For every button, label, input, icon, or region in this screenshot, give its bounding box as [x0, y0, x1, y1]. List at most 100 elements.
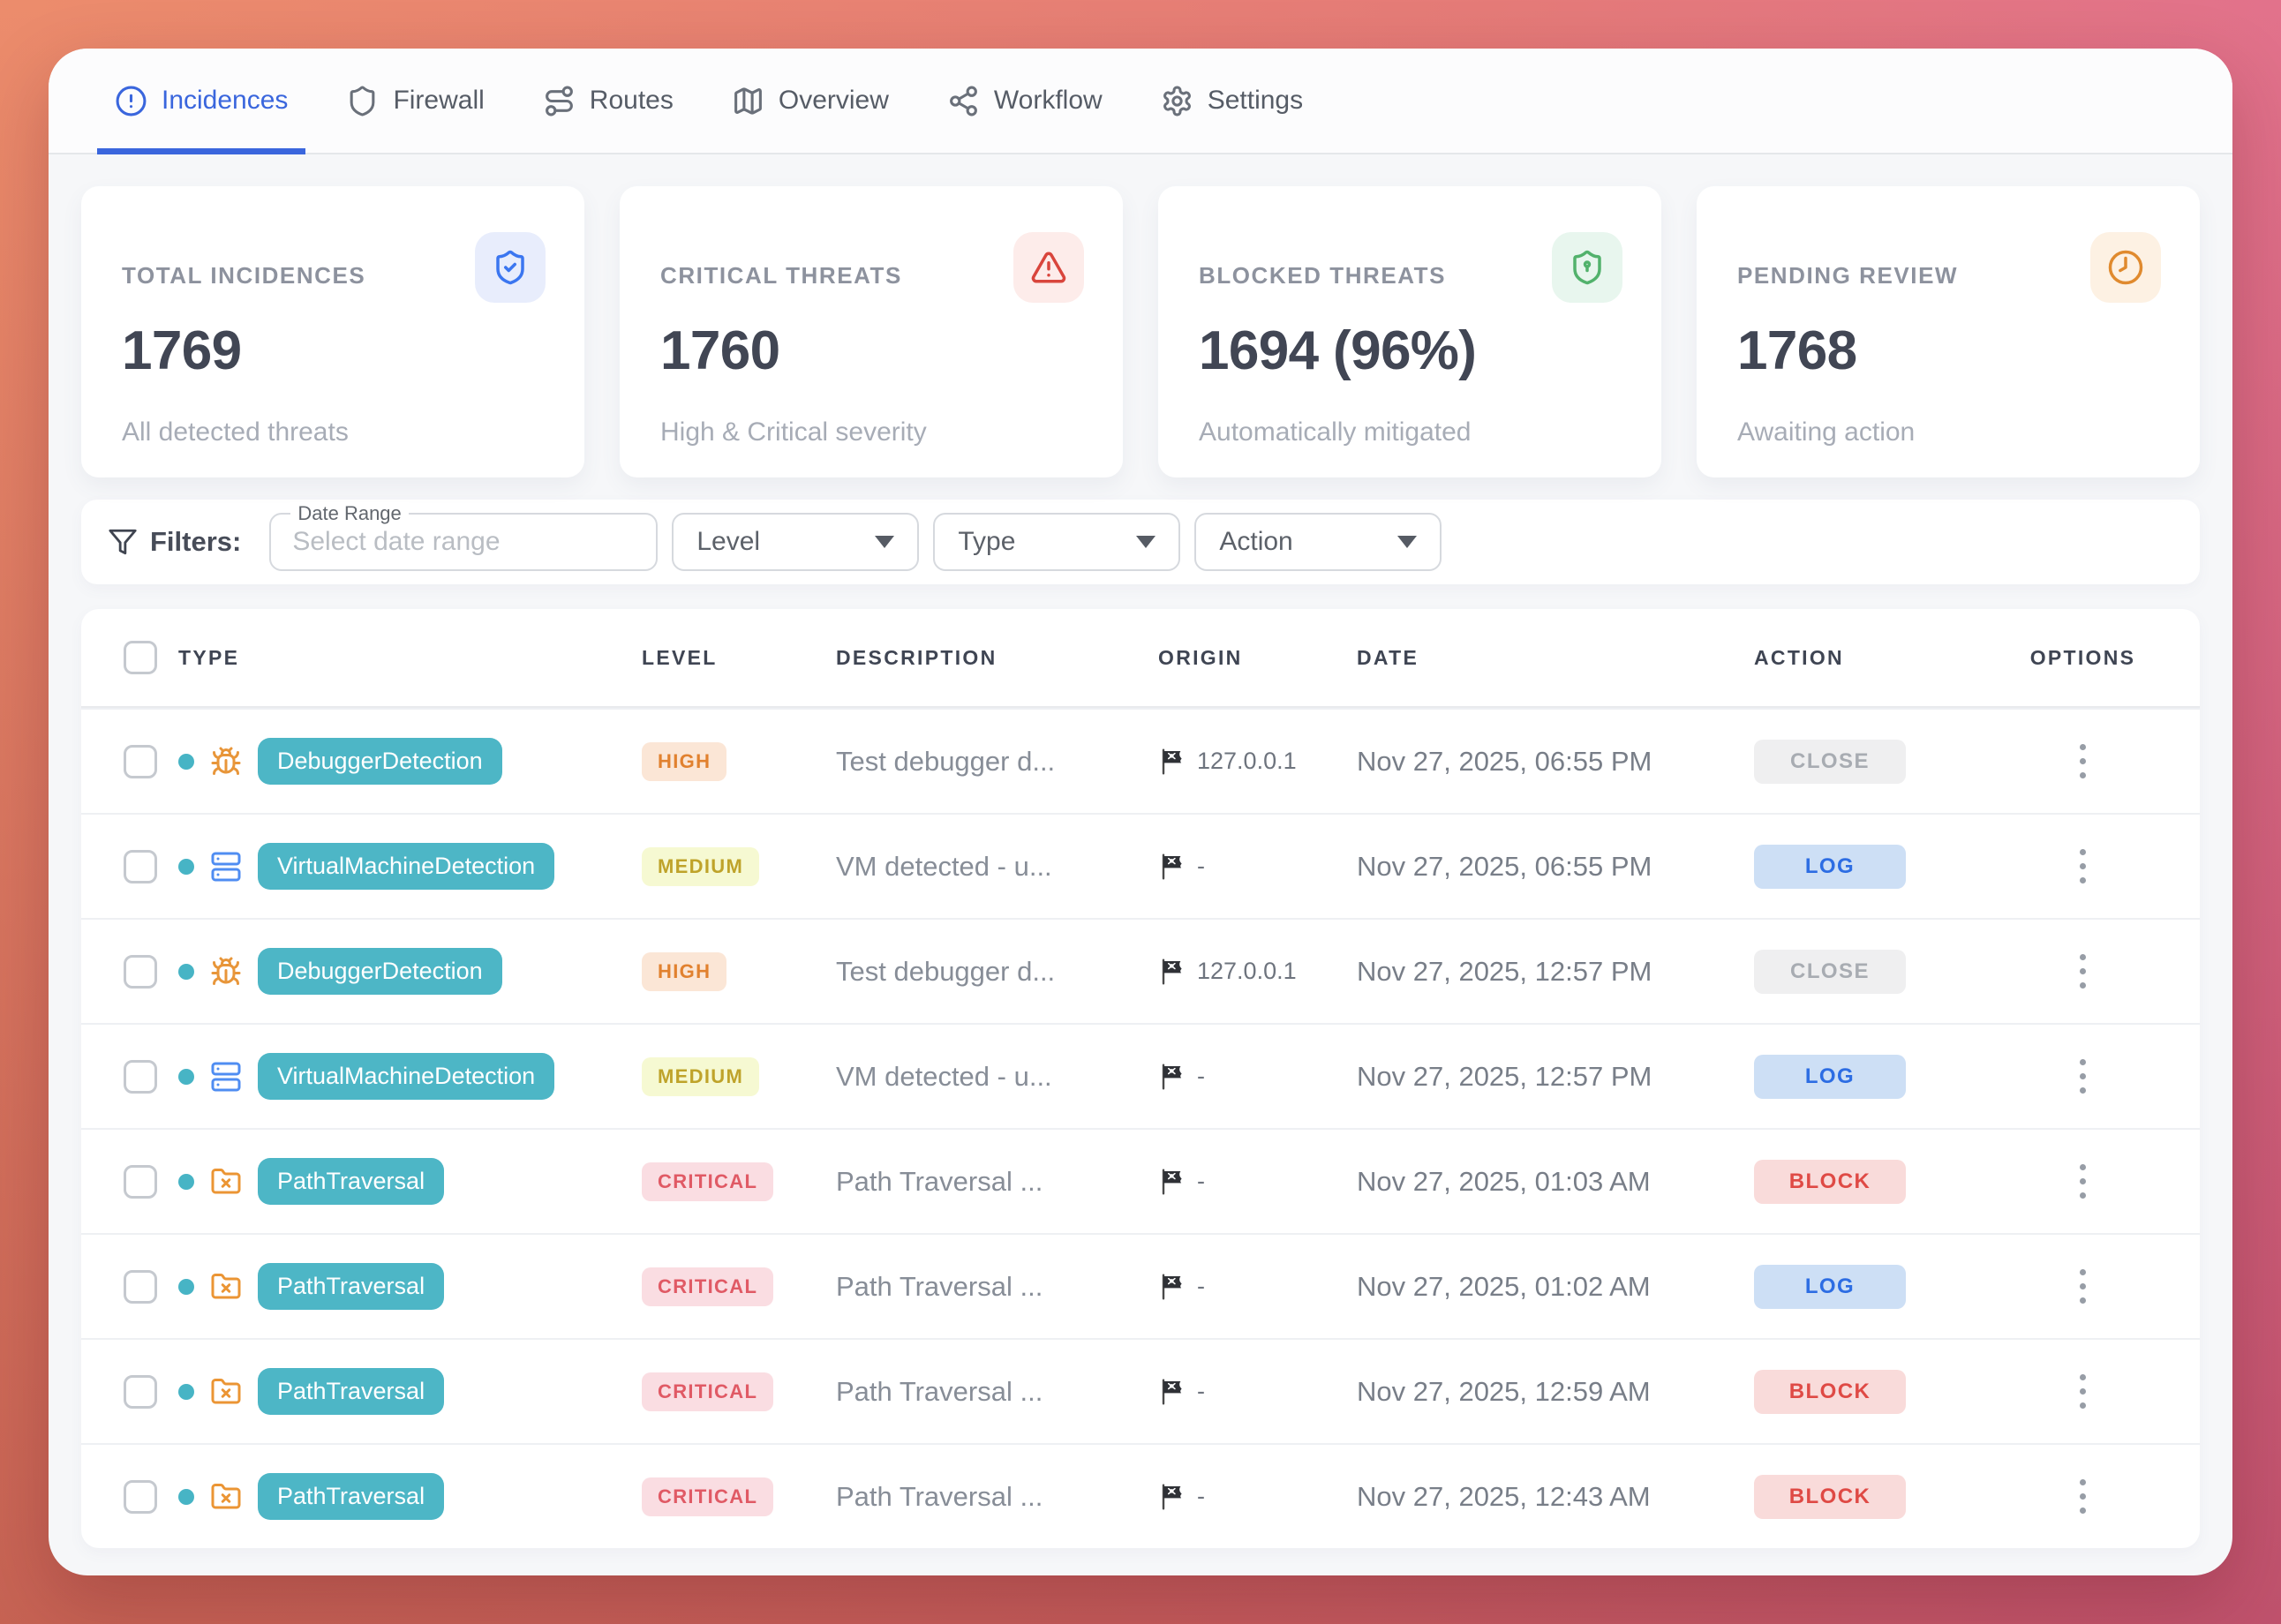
table-row: DebuggerDetection HIGH Test debugger d..… [81, 918, 2200, 1023]
level-badge: MEDIUM [642, 1056, 760, 1096]
action-badge[interactable]: BLOCK [1754, 1159, 1906, 1204]
row-checkbox[interactable] [124, 1059, 157, 1094]
type-select-label: Type [958, 527, 1016, 556]
type-badge: PathTraversal [258, 1263, 445, 1310]
row-checkbox[interactable] [124, 849, 157, 883]
date: Nov 27, 2025, 12:43 AM [1357, 1480, 1651, 1512]
type-badge: PathTraversal [258, 1368, 445, 1415]
action-badge[interactable]: CLOSE [1754, 739, 1906, 784]
stat-value: 1760 [660, 320, 780, 381]
action-badge[interactable]: LOG [1754, 1054, 1906, 1099]
options-menu-icon[interactable] [2074, 844, 2091, 889]
level-badge: CRITICAL [642, 1372, 774, 1411]
action-badge[interactable]: LOG [1754, 1264, 1906, 1309]
route-icon [543, 85, 576, 117]
action-badge[interactable]: LOG [1754, 844, 1906, 889]
type-select[interactable]: Type [933, 513, 1181, 571]
options-menu-icon[interactable] [2074, 949, 2091, 994]
table-row: DebuggerDetection HIGH Test debugger d..… [81, 708, 2200, 813]
level-badge: HIGH [642, 741, 727, 781]
folder-x-icon [210, 1376, 242, 1408]
shield-keyhole-icon [1569, 249, 1606, 286]
origin: - [1197, 1483, 1205, 1509]
folder-x-icon [210, 1166, 242, 1198]
date: Nov 27, 2025, 01:03 AM [1357, 1165, 1651, 1197]
header-options: OPTIONS [2029, 645, 2136, 669]
pirate-flag-icon [1158, 958, 1186, 986]
table-row: PathTraversal CRITICAL Path Traversal ..… [81, 1233, 2200, 1338]
tab-settings[interactable]: Settings [1143, 49, 1321, 153]
date-range-label: Date Range [290, 502, 409, 525]
stat-value: 1769 [122, 320, 242, 381]
type-badge: VirtualMachineDetection [258, 843, 555, 890]
row-checkbox[interactable] [124, 744, 157, 778]
select-all-checkbox[interactable] [124, 641, 157, 674]
pirate-flag-icon [1158, 748, 1186, 776]
row-checkbox[interactable] [124, 1479, 157, 1514]
level-badge: CRITICAL [642, 1477, 774, 1516]
description: VM detected - u... [836, 1060, 1052, 1092]
server-icon [210, 1061, 242, 1093]
table-row: PathTraversal CRITICAL Path Traversal ..… [81, 1443, 2200, 1548]
stat-card-blocked-threats: BLOCKED THREATS 1694 (96%) Automatically… [1158, 186, 1661, 477]
clock-icon [2107, 249, 2144, 286]
alert-triangle-icon [1030, 249, 1067, 286]
tab-label: Firewall [393, 86, 485, 115]
table-row: PathTraversal CRITICAL Path Traversal ..… [81, 1338, 2200, 1443]
workflow-icon [947, 85, 980, 117]
tab-firewall[interactable]: Firewall [328, 49, 501, 153]
tab-label: Incidences [162, 86, 289, 115]
bug-icon [210, 746, 242, 778]
filters-bar: Filters: Date Range Level Type Action [81, 500, 2200, 584]
options-menu-icon[interactable] [2074, 1159, 2091, 1204]
bug-icon [210, 956, 242, 988]
tab-routes[interactable]: Routes [525, 49, 691, 153]
level-select-label: Level [696, 527, 761, 556]
status-dot [178, 858, 194, 875]
action-badge[interactable]: CLOSE [1754, 949, 1906, 994]
date-range-field[interactable]: Date Range [269, 502, 659, 571]
row-checkbox[interactable] [124, 954, 157, 989]
tab-overview[interactable]: Overview [714, 49, 907, 153]
action-select[interactable]: Action [1194, 513, 1442, 571]
options-menu-icon[interactable] [2074, 1369, 2091, 1414]
tab-incidences[interactable]: Incidences [97, 49, 306, 154]
level-select[interactable]: Level [672, 513, 920, 571]
description: Path Traversal ... [836, 1480, 1043, 1512]
chevron-down-icon [875, 536, 895, 548]
date-range-input[interactable] [271, 527, 657, 557]
options-menu-icon[interactable] [2074, 1054, 2091, 1099]
tab-workflow[interactable]: Workflow [930, 49, 1120, 153]
filters-label-text: Filters: [150, 526, 242, 557]
server-icon [210, 851, 242, 883]
row-checkbox[interactable] [124, 1269, 157, 1304]
options-menu-icon[interactable] [2074, 739, 2091, 784]
status-dot [178, 753, 194, 770]
stat-card-total-incidences: TOTAL INCIDENCES 1769 All detected threa… [81, 186, 584, 477]
options-menu-icon[interactable] [2074, 1264, 2091, 1309]
action-badge[interactable]: BLOCK [1754, 1369, 1906, 1414]
pirate-flag-icon [1158, 1378, 1186, 1406]
row-checkbox[interactable] [124, 1164, 157, 1199]
description: Test debugger d... [836, 955, 1056, 987]
action-select-label: Action [1219, 527, 1293, 556]
tab-label: Workflow [993, 86, 1103, 115]
level-badge: CRITICAL [642, 1267, 774, 1306]
alert-circle-icon [115, 85, 147, 117]
stat-card-pending-review: PENDING REVIEW 1768 Awaiting action [1697, 186, 2200, 477]
stat-value: 1768 [1737, 320, 1857, 381]
origin: 127.0.0.1 [1197, 748, 1297, 774]
status-dot [178, 1068, 194, 1085]
table-row: VirtualMachineDetection MEDIUM VM detect… [81, 1023, 2200, 1128]
row-checkbox[interactable] [124, 1374, 157, 1409]
options-menu-icon[interactable] [2074, 1474, 2091, 1519]
date: Nov 27, 2025, 01:02 AM [1357, 1270, 1651, 1302]
type-badge: PathTraversal [258, 1473, 445, 1520]
description: Path Traversal ... [836, 1375, 1043, 1407]
stat-value: 1694 (96%) [1199, 320, 1477, 381]
pirate-flag-icon [1158, 1483, 1186, 1511]
date: Nov 27, 2025, 06:55 PM [1357, 850, 1652, 882]
action-badge[interactable]: BLOCK [1754, 1474, 1906, 1519]
status-dot [178, 963, 194, 980]
tab-label: Settings [1207, 86, 1304, 115]
